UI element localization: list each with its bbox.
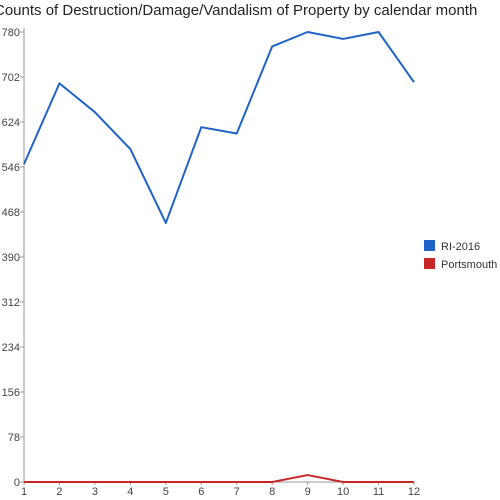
y-tick-label: 624 bbox=[2, 117, 20, 129]
x-axis-ticks: 1 2 3 4 5 6 7 8 9 10 11 12 bbox=[21, 482, 420, 498]
legend: RI-2016 Portsmouth bbox=[424, 240, 497, 271]
series-line-ri-2016 bbox=[23, 31, 415, 224]
y-tick-label: 0 bbox=[14, 477, 20, 489]
x-tick-label: 4 bbox=[127, 486, 133, 498]
legend-label: RI-2016 bbox=[441, 241, 480, 253]
legend-label: Portsmouth bbox=[441, 259, 497, 271]
x-tick-label: 2 bbox=[56, 486, 62, 498]
series-line-portsmouth bbox=[24, 474, 414, 483]
x-tick-label: 10 bbox=[337, 486, 349, 498]
x-tick-label: 5 bbox=[163, 486, 169, 498]
x-tick-label: 8 bbox=[269, 486, 275, 498]
y-tick-label: 312 bbox=[2, 297, 20, 309]
y-tick-label: 234 bbox=[2, 342, 20, 354]
y-tick-label: 390 bbox=[2, 252, 20, 264]
y-tick-label: 780 bbox=[2, 27, 20, 39]
x-tick-label: 6 bbox=[198, 486, 204, 498]
x-tick-label: 7 bbox=[234, 486, 240, 498]
x-tick-label: 12 bbox=[408, 486, 420, 498]
x-tick-label: 11 bbox=[373, 486, 384, 498]
legend-swatch bbox=[424, 240, 435, 251]
chart-title: Counts of Destruction/Damage/Vandalism o… bbox=[0, 2, 478, 19]
legend-swatch bbox=[424, 258, 435, 269]
y-tick-label: 546 bbox=[2, 162, 20, 174]
x-tick-label: 1 bbox=[21, 486, 27, 498]
y-tick-label: 78 bbox=[8, 432, 20, 444]
y-axis-ticks: 0 78 156 234 312 390 468 546 624 702 780 bbox=[2, 27, 24, 489]
x-tick-label: 9 bbox=[305, 486, 311, 498]
y-tick-label: 156 bbox=[2, 387, 20, 399]
series-lines bbox=[23, 31, 415, 483]
y-tick-label: 702 bbox=[2, 72, 20, 84]
x-tick-label: 3 bbox=[92, 486, 98, 498]
y-tick-label: 468 bbox=[2, 207, 20, 219]
